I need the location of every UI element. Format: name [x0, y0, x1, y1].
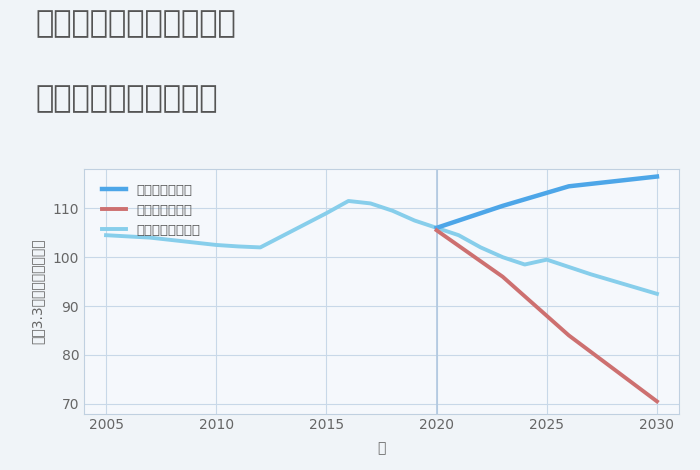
- Line: バッドシナリオ: バッドシナリオ: [437, 230, 657, 401]
- ノーマルシナリオ: [433, 225, 441, 231]
- ノーマルシナリオ: [653, 291, 662, 297]
- グッドシナリオ: [653, 174, 662, 180]
- ノーマルシナリオ: [521, 262, 529, 267]
- ノーマルシナリオ: [344, 198, 353, 204]
- ノーマルシナリオ: [542, 257, 551, 262]
- ノーマルシナリオ: [322, 211, 330, 216]
- ノーマルシナリオ: [477, 244, 485, 250]
- Line: ノーマルシナリオ: ノーマルシナリオ: [106, 201, 657, 294]
- バッドシナリオ: [653, 399, 662, 404]
- バッドシナリオ: [433, 227, 441, 233]
- ノーマルシナリオ: [454, 232, 463, 238]
- Text: 中古戸建ての価格推移: 中古戸建ての価格推移: [35, 85, 218, 114]
- ノーマルシナリオ: [102, 232, 110, 238]
- Line: グッドシナリオ: グッドシナリオ: [437, 177, 657, 228]
- グッドシナリオ: [498, 203, 507, 209]
- ノーマルシナリオ: [366, 201, 375, 206]
- Text: 埼玉県越谷市蒲生南町の: 埼玉県越谷市蒲生南町の: [35, 9, 236, 39]
- ノーマルシナリオ: [212, 242, 220, 248]
- バッドシナリオ: [565, 333, 573, 338]
- ノーマルシナリオ: [498, 254, 507, 260]
- X-axis label: 年: 年: [377, 441, 386, 455]
- ノーマルシナリオ: [587, 272, 595, 277]
- グッドシナリオ: [565, 183, 573, 189]
- Legend: グッドシナリオ, バッドシナリオ, ノーマルシナリオ: グッドシナリオ, バッドシナリオ, ノーマルシナリオ: [97, 178, 205, 242]
- バッドシナリオ: [498, 274, 507, 280]
- ノーマルシナリオ: [168, 237, 176, 243]
- ノーマルシナリオ: [389, 208, 397, 213]
- グッドシナリオ: [433, 225, 441, 231]
- Y-axis label: 坪（3.3㎡）単価（万円）: 坪（3.3㎡）単価（万円）: [30, 239, 44, 344]
- ノーマルシナリオ: [256, 244, 265, 250]
- ノーマルシナリオ: [410, 218, 419, 223]
- ノーマルシナリオ: [234, 243, 242, 249]
- ノーマルシナリオ: [146, 235, 154, 241]
